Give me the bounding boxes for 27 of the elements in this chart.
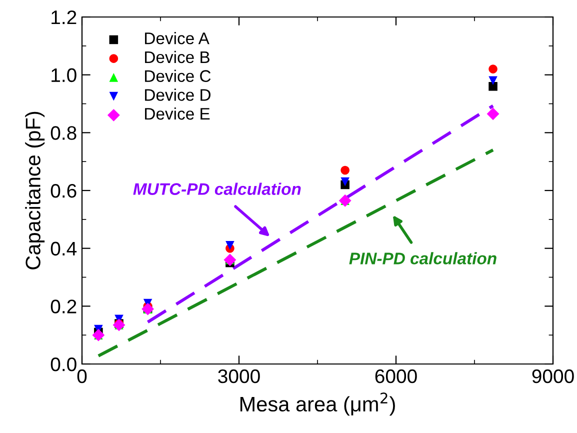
point (340, 177, 350, 186)
x-tick-label: 9000 (532, 369, 574, 384)
annotation: MUTC-PD calculation (133, 182, 301, 195)
point (488, 64, 498, 74)
x-tick-label: 3000 (218, 369, 260, 384)
point (488, 82, 498, 91)
annotation: PIN-PD calculation (349, 252, 496, 264)
point (226, 241, 234, 250)
y-axis-title: Capacitance (pF) (25, 112, 45, 270)
y-tick-label: 1.2 (52, 10, 76, 24)
point (488, 76, 498, 86)
x-tick-label: 0 (77, 369, 87, 384)
y-tick-label: 1.0 (52, 68, 76, 82)
x-axis-title: Mesa area (μm$^{2}$) (240, 392, 395, 416)
y-tick-label: 0.6 (50, 184, 76, 198)
legend-label: Device B (145, 50, 210, 64)
x-tick-label: 6000 (375, 369, 417, 384)
legend-label: Device D (145, 88, 210, 101)
point (340, 166, 350, 175)
legend-label: Device A (145, 32, 210, 44)
y-tick-label: 0.0 (50, 357, 76, 372)
point (486, 108, 500, 120)
y-tick-label: 0.2 (50, 300, 76, 314)
legend-label: Device E (145, 107, 210, 120)
legend-label: Device C (145, 70, 211, 82)
y-tick-label: 0.8 (50, 126, 76, 140)
y-tick-label: 0.4 (50, 242, 77, 256)
